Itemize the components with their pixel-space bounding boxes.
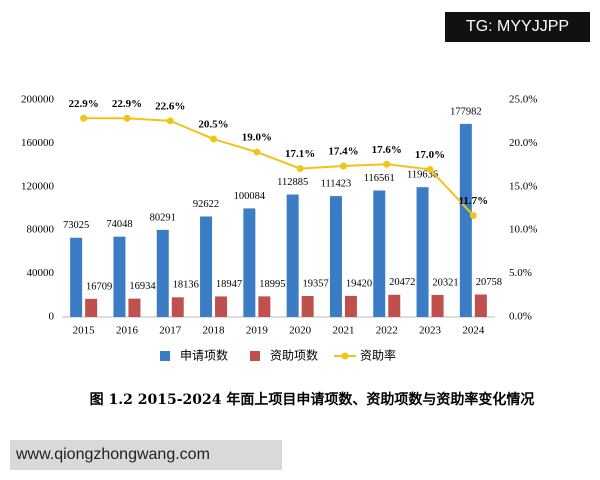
- x-tick-label: 2017: [159, 325, 182, 337]
- rate-point: [210, 135, 218, 143]
- bar: [128, 298, 141, 317]
- bar: [344, 295, 357, 317]
- bar-value-label: 73025: [63, 220, 89, 231]
- bar-value-label: 20472: [389, 277, 415, 288]
- y2-tick-label: 25.0%: [509, 94, 537, 106]
- rate-value-label: 22.9%: [112, 98, 142, 110]
- bar-value-label: 18136: [173, 280, 199, 291]
- bar-value-label: 16709: [86, 281, 112, 292]
- x-tick-label: 2023: [419, 325, 442, 337]
- y-tick-label: 0: [49, 311, 55, 323]
- rate-value-label: 11.7%: [459, 195, 489, 207]
- y-tick-label: 80000: [27, 224, 55, 236]
- y-tick-label: 40000: [27, 267, 55, 279]
- bar-value-label: 119636: [407, 170, 438, 181]
- rate-point: [383, 160, 391, 168]
- rate-value-label: 20.5%: [198, 119, 228, 131]
- legend-marker: [341, 352, 349, 360]
- x-tick-label: 2015: [73, 325, 96, 337]
- x-tick-label: 2018: [203, 325, 226, 337]
- chart-caption: 图 1.2 2015-2024 年面上项目申请项数、资助项数与资助率变化情况: [90, 391, 535, 408]
- y-tick-label: 160000: [21, 137, 55, 149]
- x-tick-label: 2024: [462, 325, 485, 337]
- bar: [85, 298, 98, 317]
- bar-value-label: 18995: [259, 279, 285, 290]
- x-tick-label: 2016: [116, 325, 139, 337]
- rate-value-label: 17.4%: [328, 145, 358, 157]
- rate-value-label: 22.6%: [155, 100, 185, 112]
- bar-value-label: 20321: [432, 277, 458, 288]
- bar-value-label: 74048: [106, 219, 132, 230]
- rate-point: [296, 165, 304, 173]
- bar: [113, 236, 126, 317]
- legend-label: 申请项数: [180, 348, 228, 363]
- bar-value-label: 19420: [346, 278, 372, 289]
- bar: [459, 123, 472, 317]
- bar-value-label: 112885: [277, 177, 308, 188]
- bar-value-label: 177982: [450, 106, 482, 117]
- bar: [388, 294, 401, 317]
- y2-tick-label: 5.0%: [509, 267, 532, 279]
- bar-value-label: 100084: [234, 191, 266, 202]
- bar: [200, 216, 213, 317]
- bar-value-label: 92622: [193, 199, 219, 210]
- bar-value-label: 19357: [303, 278, 329, 289]
- y-tick-label: 200000: [21, 94, 55, 106]
- bar: [70, 237, 83, 317]
- bar: [373, 190, 386, 317]
- rate-point: [253, 148, 261, 156]
- rate-value-label: 19.0%: [242, 132, 272, 144]
- x-tick-label: 2021: [332, 325, 354, 337]
- rate-point: [426, 165, 434, 173]
- legend-label: 资助率: [360, 348, 396, 363]
- site-badge: www.qiongzhongwang.com: [10, 440, 282, 470]
- bar-value-label: 111423: [321, 179, 352, 190]
- rate-point: [469, 211, 477, 219]
- bar-value-label: 116561: [364, 173, 395, 184]
- bar: [258, 296, 271, 317]
- rate-line: [83, 117, 475, 217]
- legend-swatch: [160, 351, 170, 361]
- bar: [431, 294, 444, 317]
- bar: [329, 196, 342, 317]
- bar: [156, 229, 169, 317]
- x-tick-label: 2022: [376, 325, 398, 337]
- bar: [474, 294, 487, 317]
- rate-value-label: 17.0%: [415, 149, 445, 161]
- legend-swatch: [250, 351, 260, 361]
- bar: [243, 208, 256, 317]
- y2-tick-label: 10.0%: [509, 224, 537, 236]
- rate-point: [339, 162, 347, 170]
- rate-value-label: 17.6%: [372, 144, 402, 156]
- y2-tick-label: 20.0%: [509, 137, 537, 149]
- bar: [171, 297, 184, 317]
- bar: [301, 295, 314, 317]
- tag-badge: TG: MYYJJPP: [445, 12, 590, 42]
- bar-value-label: 80291: [150, 212, 176, 223]
- bar: [215, 296, 228, 317]
- bar: [286, 194, 299, 317]
- rate-value-label: 17.1%: [285, 148, 315, 160]
- rate-value-label: 22.9%: [69, 98, 99, 110]
- x-tick-label: 2020: [289, 325, 312, 337]
- bar-value-label: 18947: [216, 279, 242, 290]
- bar-value-label: 20758: [476, 277, 502, 288]
- bar-value-label: 16934: [129, 281, 156, 292]
- bar: [416, 187, 429, 317]
- y2-tick-label: 15.0%: [509, 180, 537, 192]
- rate-point: [166, 117, 174, 125]
- y2-tick-label: 0.0%: [509, 311, 532, 323]
- legend-label: 资助项数: [270, 348, 318, 363]
- x-tick-label: 2019: [246, 325, 269, 337]
- rate-point: [80, 114, 88, 122]
- rate-point: [123, 114, 131, 122]
- y-tick-label: 120000: [21, 180, 55, 192]
